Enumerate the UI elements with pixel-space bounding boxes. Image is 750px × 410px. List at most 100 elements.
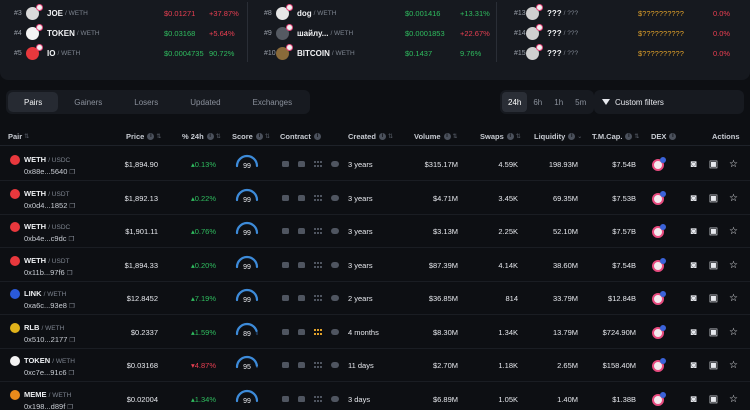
dex-logo-icon[interactable] bbox=[652, 324, 666, 339]
column-liquidity[interactable]: Liquidity i ⌄ bbox=[534, 132, 582, 141]
column-swaps[interactable]: Swaps i ⇅ bbox=[480, 132, 521, 141]
table-row[interactable]: MEME / WETH 0x198...d89f ❐ $0.02004 ▴1.34% 99… bbox=[0, 383, 750, 410]
star-icon[interactable]: ☆ bbox=[729, 259, 738, 271]
column-mcap[interactable]: T.M.Cap. i ⇅ bbox=[592, 132, 639, 141]
column-dex[interactable]: DEX i bbox=[651, 132, 677, 141]
pair-address[interactable]: 0xc7e...91c6 ❐ bbox=[24, 368, 74, 377]
column-price[interactable]: Price i ⇅ bbox=[126, 132, 161, 141]
dex-logo-icon[interactable] bbox=[652, 224, 666, 238]
copy-icon[interactable]: ❐ bbox=[68, 236, 75, 243]
image-icon[interactable]: ▣ bbox=[708, 192, 719, 204]
image-icon[interactable]: ▣ bbox=[708, 159, 719, 170]
pair-address[interactable]: 0x198...d89f ❐ bbox=[24, 402, 73, 410]
custom-filters-button[interactable]: Custom filters bbox=[594, 90, 744, 114]
pair-name[interactable]: RLB / WETH bbox=[24, 323, 64, 332]
token-logo-icon bbox=[26, 4, 43, 20]
dex-logo-icon[interactable] bbox=[652, 291, 666, 305]
star-icon[interactable]: ☆ bbox=[729, 393, 738, 405]
copy-icon[interactable]: ❐ bbox=[69, 169, 76, 176]
tab-exchanges[interactable]: Exchanges bbox=[252, 97, 293, 107]
pair-address[interactable]: 0xa6c...93e8 ❐ bbox=[24, 301, 75, 310]
table-row[interactable]: LINK / WETH 0xa6c...93e8 ❐ $12.8452 ▴7.19% 99… bbox=[0, 282, 750, 315]
copy-icon[interactable]: ❐ bbox=[67, 403, 74, 410]
binoculars-icon[interactable]: ◙ bbox=[690, 393, 697, 405]
dex-logo-icon[interactable] bbox=[652, 391, 666, 406]
copy-icon[interactable]: ❐ bbox=[68, 370, 75, 377]
pair-name[interactable]: WETH / USDT bbox=[24, 256, 70, 265]
column-volume[interactable]: Volume i ⇅ bbox=[414, 132, 458, 141]
copy-icon[interactable]: ❐ bbox=[68, 303, 75, 310]
star-icon[interactable]: ☆ bbox=[729, 226, 738, 237]
copy-icon[interactable]: ❐ bbox=[66, 269, 73, 277]
column-change[interactable]: % 24h i ⇅ bbox=[182, 132, 221, 141]
trending-item[interactable]: #9 шайлу... / WETH $0.0001853 +22.67% bbox=[250, 23, 498, 44]
timeframe-5m[interactable]: 5m bbox=[575, 97, 587, 107]
dex-logo-icon[interactable] bbox=[652, 157, 666, 171]
table-row[interactable]: WETH / USDC 0x88e...5640 ❐ $1,894.90 ▴0.13% 9… bbox=[0, 148, 750, 181]
binoculars-icon[interactable]: ◙ bbox=[690, 326, 697, 338]
trending-item[interactable]: #13??? / ??? $?????????? 0.0% bbox=[500, 3, 748, 24]
tab-pairs[interactable]: Pairs bbox=[8, 92, 59, 112]
trending-item[interactable]: #10 BITCOIN / WETH $0.1437 9.76% bbox=[250, 43, 498, 64]
pair-address[interactable]: 0xb4e...c9dc ❐ bbox=[24, 234, 74, 243]
table-row[interactable]: RLB / WETH 0x510...2177 ❐ $0.2337 ▴1.59% 89 4 … bbox=[0, 316, 750, 349]
table-row[interactable]: WETH / USDT 0x11b...97f6 ❐ $1,894.33 ▴0.20% 9… bbox=[0, 249, 750, 282]
image-icon[interactable]: ▣ bbox=[708, 226, 719, 237]
dex-logo-icon[interactable] bbox=[652, 190, 666, 205]
timeframe-6h[interactable]: 6h bbox=[533, 97, 543, 107]
star-icon[interactable]: ☆ bbox=[729, 159, 738, 170]
copy-icon[interactable]: ❐ bbox=[69, 202, 76, 210]
trending-item[interactable]: #3 JOE / WETH $0.01271 +37.87% bbox=[0, 3, 248, 24]
pair-name[interactable]: WETH / USDT bbox=[24, 189, 70, 198]
star-icon[interactable]: ☆ bbox=[729, 360, 738, 371]
image-icon[interactable]: ▣ bbox=[708, 360, 719, 371]
table-row[interactable]: WETH / USDC 0xb4e...c9dc ❐ $1,901.11 ▴0.76% 9… bbox=[0, 215, 750, 248]
timeframe-1h[interactable]: 1h bbox=[554, 97, 564, 107]
timeframe-24h[interactable]: 24h bbox=[502, 92, 528, 112]
pair-name[interactable]: MEME / WETH bbox=[24, 390, 71, 399]
tab-updated[interactable]: Updated bbox=[190, 97, 221, 107]
column-pair[interactable]: Pair ⇅ bbox=[8, 132, 29, 141]
tab-losers[interactable]: Losers bbox=[134, 97, 159, 107]
binoculars-icon[interactable]: ◙ bbox=[690, 192, 697, 204]
star-icon[interactable]: ☆ bbox=[729, 293, 738, 304]
binoculars-icon[interactable]: ◙ bbox=[690, 293, 697, 304]
pair-name[interactable]: WETH / USDC bbox=[24, 155, 70, 164]
change-cell: ▴1.59% bbox=[191, 328, 216, 337]
pair-address[interactable]: 0x0d4...1852 ❐ bbox=[24, 201, 75, 210]
column-score[interactable]: Score i ⇅ bbox=[232, 132, 270, 141]
pair-name[interactable]: LINK / WETH bbox=[24, 289, 66, 298]
table-row[interactable]: TOKEN / WETH 0xc7e...91c6 ❐ $0.03168 ▾4.87% 9… bbox=[0, 349, 750, 382]
column-created[interactable]: Created i ⇅ bbox=[348, 132, 393, 141]
pair-name[interactable]: WETH / USDC bbox=[24, 222, 70, 231]
trending-item[interactable]: #14??? / ??? $?????????? 0.0% bbox=[500, 23, 748, 44]
score-value: 89 bbox=[243, 330, 251, 338]
score-arc-icon bbox=[235, 188, 259, 201]
binoculars-icon[interactable]: ◙ bbox=[690, 259, 697, 271]
trending-item[interactable]: #15??? / ??? $?????????? 0.0% bbox=[500, 43, 748, 64]
trending-item[interactable]: #4 TOKEN / WETH $0.03168 +5.64% bbox=[0, 23, 248, 44]
dex-logo-icon[interactable] bbox=[652, 257, 666, 272]
copy-icon[interactable]: ❐ bbox=[69, 336, 76, 344]
created-cell: 3 years bbox=[348, 227, 373, 236]
image-icon[interactable]: ▣ bbox=[708, 393, 719, 405]
star-icon[interactable]: ☆ bbox=[729, 326, 738, 338]
tab-gainers[interactable]: Gainers bbox=[74, 97, 103, 107]
pair-address[interactable]: 0x88e...5640 ❐ bbox=[24, 167, 75, 176]
table-row[interactable]: WETH / USDT 0x0d4...1852 ❐ $1,892.13 ▴0.22% 9… bbox=[0, 182, 750, 215]
trending-item[interactable]: #8 dog / WETH $0.001416 +13.31% bbox=[250, 3, 498, 24]
image-icon[interactable]: ▣ bbox=[708, 259, 719, 271]
image-icon[interactable]: ▣ bbox=[708, 293, 719, 304]
pair-name[interactable]: TOKEN / WETH bbox=[24, 356, 75, 365]
column-contract[interactable]: Contract i bbox=[280, 132, 321, 141]
trending-item[interactable]: #5 IO / WETH $0.0004735 90.72% bbox=[0, 43, 248, 64]
binoculars-icon[interactable]: ◙ bbox=[690, 360, 697, 371]
image-icon[interactable]: ▣ bbox=[708, 326, 719, 338]
binoculars-icon[interactable]: ◙ bbox=[690, 159, 697, 170]
network-icon bbox=[314, 194, 322, 201]
dex-logo-icon[interactable] bbox=[652, 358, 666, 372]
pair-address[interactable]: 0x510...2177 ❐ bbox=[24, 335, 75, 344]
star-icon[interactable]: ☆ bbox=[729, 192, 738, 204]
pair-address[interactable]: 0x11b...97f6 ❐ bbox=[24, 268, 73, 277]
binoculars-icon[interactable]: ◙ bbox=[690, 226, 697, 237]
